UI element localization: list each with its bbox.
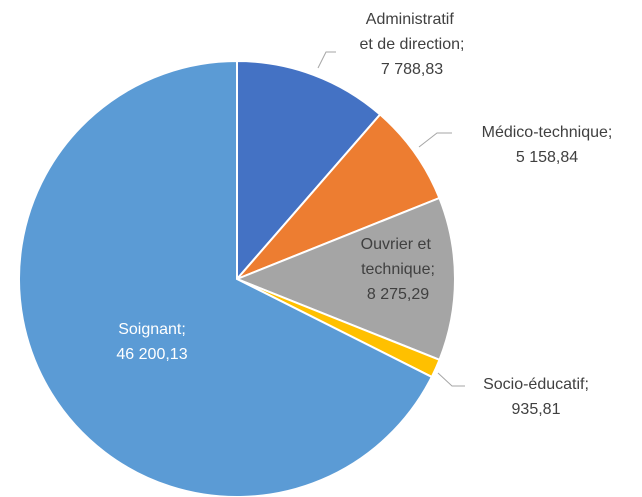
pie-slice	[236, 113, 441, 280]
data-label-category: Soignant	[118, 321, 182, 338]
data-label-category: Socio-éducatif	[483, 376, 585, 393]
data-label-value: 8 275,29	[367, 286, 429, 303]
leader-line	[418, 132, 452, 148]
pie-slice	[18, 59, 434, 497]
data-label-category: Ouvrier et technique	[361, 236, 436, 278]
pie-slice	[234, 196, 456, 362]
pie-slice	[236, 59, 382, 282]
data-label-separator: ;	[584, 376, 588, 393]
data-label-value: 7 788,83	[381, 61, 443, 78]
data-label-value: 46 200,13	[116, 346, 187, 363]
leader-line	[317, 51, 336, 69]
data-label-category: Médico-technique	[482, 124, 608, 141]
leader-lines	[317, 51, 465, 387]
data-label-separator: ;	[430, 261, 434, 278]
leader-line	[437, 372, 465, 387]
data-label-separator: ;	[608, 124, 612, 141]
data-label-category: Administratif et de direction	[360, 11, 461, 53]
data-label-value: 5 158,84	[516, 149, 578, 166]
data-label-separator: ;	[460, 36, 464, 53]
data-label-separator: ;	[181, 321, 185, 338]
data-label-value: 935,81	[512, 401, 561, 418]
